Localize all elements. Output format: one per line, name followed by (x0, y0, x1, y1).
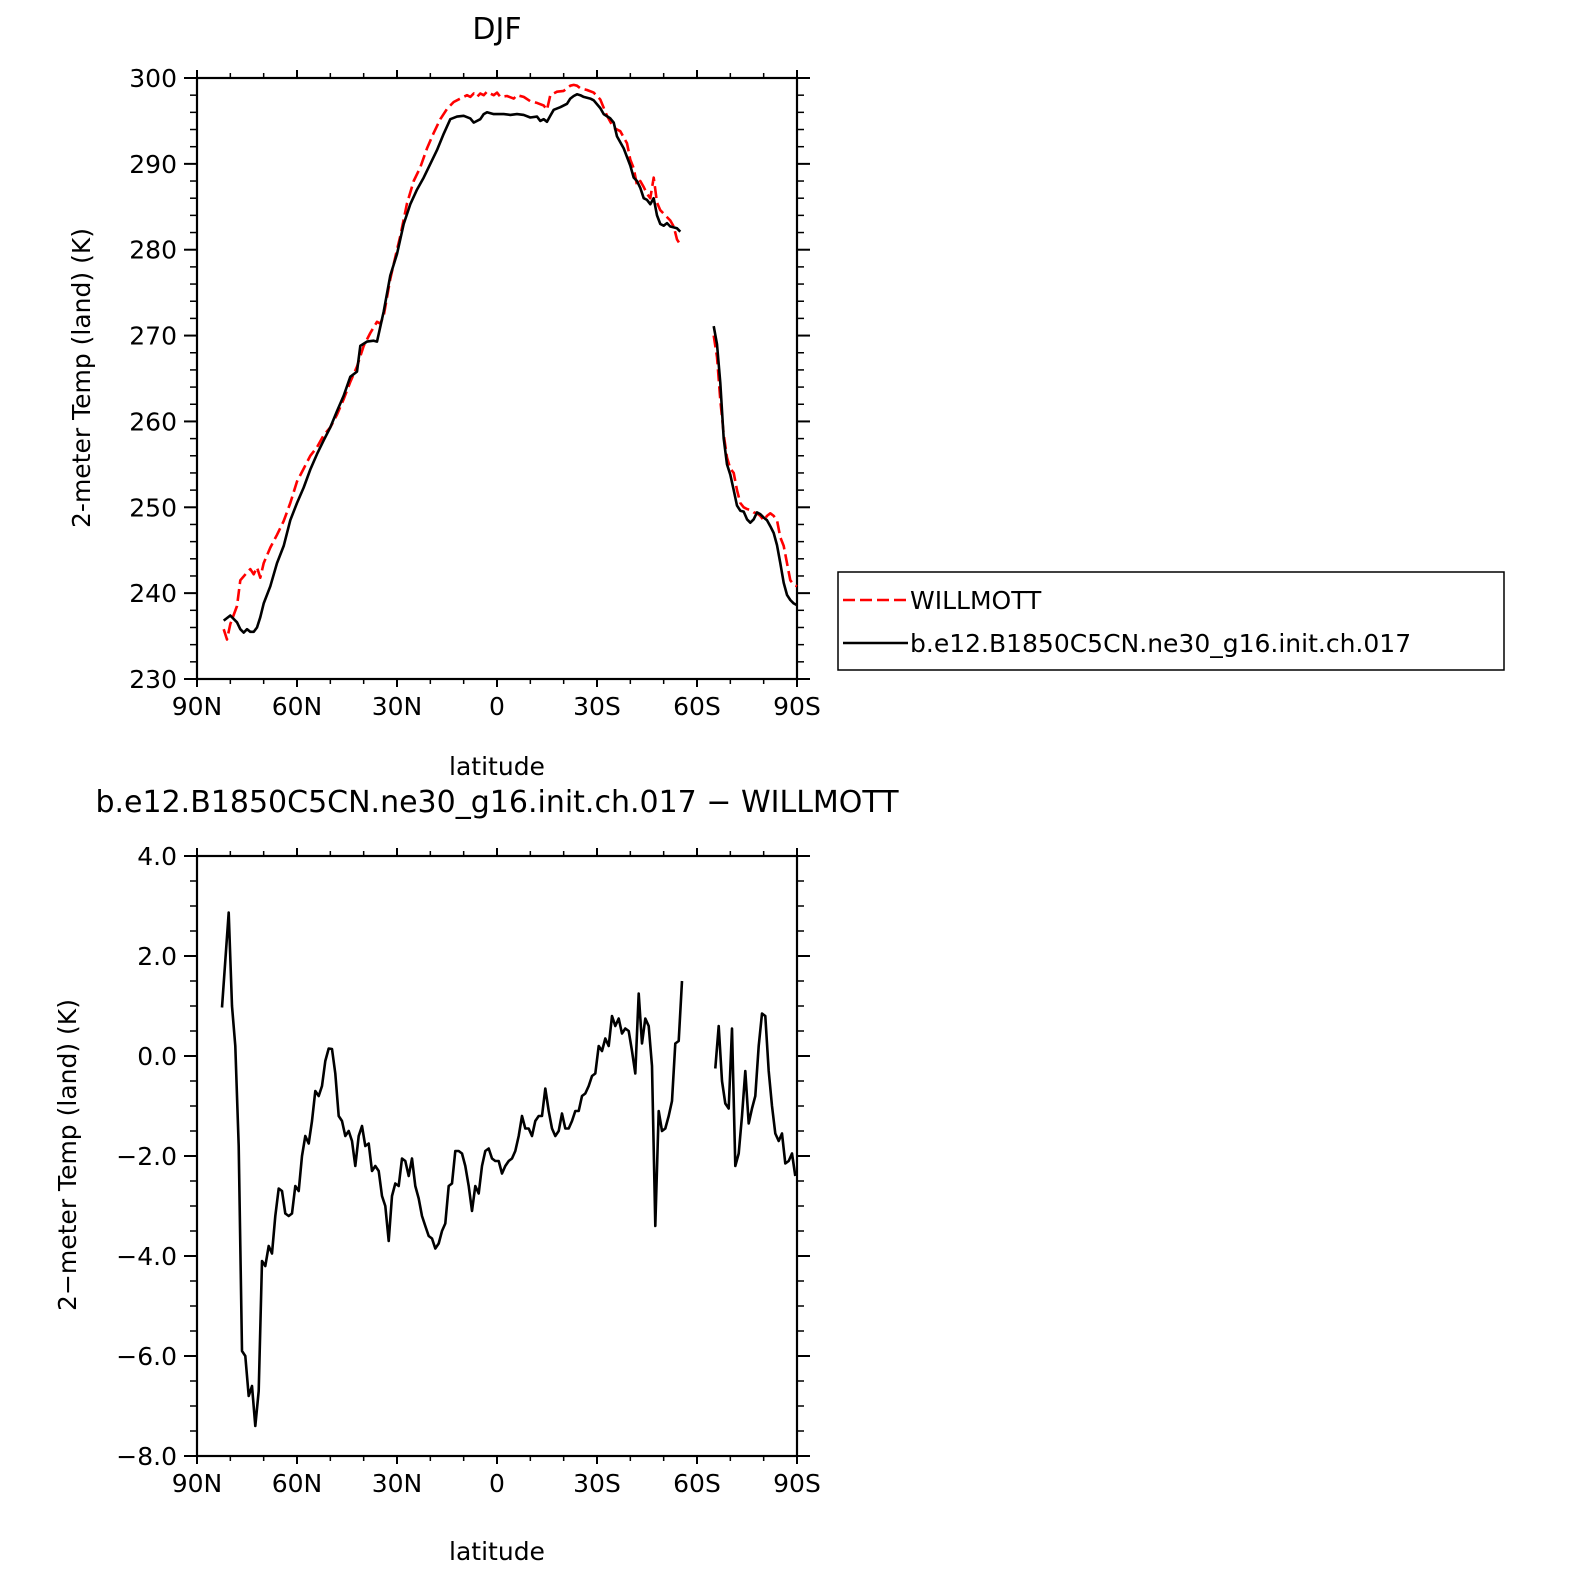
bottom-xtick-label: 30N (372, 1469, 423, 1498)
top-xtick-label: 0 (489, 692, 505, 721)
bottom-xtick-label: 0 (489, 1469, 505, 1498)
top-plot-frame (195, 76, 799, 681)
top-ytick-label: 240 (129, 579, 177, 608)
top-xlabel: latitude (449, 752, 545, 781)
panel-top: DJF 90N 60N 30N 0 30S 60S 90S 230 240 250 260 270 28… (67, 12, 821, 781)
top-xtick-label: 60N (272, 692, 323, 721)
top-ytick-label: 250 (129, 493, 177, 522)
bottom-xtick-label: 90S (773, 1469, 821, 1498)
bottom-ytick-label: −4.0 (116, 1242, 177, 1271)
legend-box (837, 571, 1505, 671)
bottom-ylabel: 2−meter Temp (land) (K) (53, 999, 82, 1311)
bottom-xtick-label: 60S (673, 1469, 721, 1498)
top-xtick-label: 90S (773, 692, 821, 721)
top-ytick-label: 260 (129, 407, 177, 436)
bottom-ytick-label: 4.0 (137, 842, 177, 871)
top-chart-title: DJF (472, 12, 521, 47)
top-ytick-label: 270 (129, 322, 177, 351)
top-series-willmott-segment-1 (222, 83, 682, 641)
top-xtick-label: 30N (372, 692, 423, 721)
bottom-ytick-label: −2.0 (116, 1142, 177, 1171)
bottom-xtick-label: 30S (573, 1469, 621, 1498)
bottom-series-difference-segment-2 (714, 1012, 797, 1177)
bottom-plot-frame (195, 854, 799, 1458)
bottom-ytick-label: 2.0 (137, 942, 177, 971)
bottom-xlabel: latitude (449, 1537, 545, 1566)
top-xtick-label: 90N (172, 692, 223, 721)
bottom-chart-title: b.e12.B1850C5CN.ne30_g16.init.ch.017 − W… (95, 785, 899, 820)
top-ytick-label: 280 (129, 236, 177, 265)
panel-bottom: b.e12.B1850C5CN.ne30_g16.init.ch.017 − W… (53, 785, 899, 1566)
bottom-ytick-label: −8.0 (116, 1442, 177, 1471)
bottom-ytick-label: 0.0 (137, 1042, 177, 1071)
top-ytick-label: 300 (129, 64, 177, 93)
top-ylabel: 2-meter Temp (land) (K) (67, 228, 96, 528)
top-series-model-segment-2 (712, 325, 798, 607)
top-ytick-label: 230 (129, 665, 177, 694)
top-plot-area: 90N 60N 30N 0 30S 60S 90S 230 240 250 260 270 280 290… (129, 64, 821, 721)
bottom-series-difference-segment-1 (220, 911, 684, 1428)
legend: WILLMOTT b.e12.B1850C5CN.ne30_g16.init.c… (837, 571, 1505, 671)
bottom-xtick-label: 90N (172, 1469, 223, 1498)
top-series-model-segment-1 (222, 93, 682, 634)
legend-label-willmott: WILLMOTT (910, 586, 1042, 615)
top-xtick-label: 60S (673, 692, 721, 721)
top-ytick-label: 290 (129, 150, 177, 179)
top-xtick-label: 30S (573, 692, 621, 721)
legend-label-model: b.e12.B1850C5CN.ne30_g16.init.ch.017 (910, 629, 1411, 658)
bottom-ytick-label: −6.0 (116, 1342, 177, 1371)
bottom-xtick-label: 60N (272, 1469, 323, 1498)
bottom-plot-area: 90N 60N 30N 0 30S 60S 90S −8.0 −6.0 −4.0 −2.0 0.0 2.… (116, 842, 821, 1498)
